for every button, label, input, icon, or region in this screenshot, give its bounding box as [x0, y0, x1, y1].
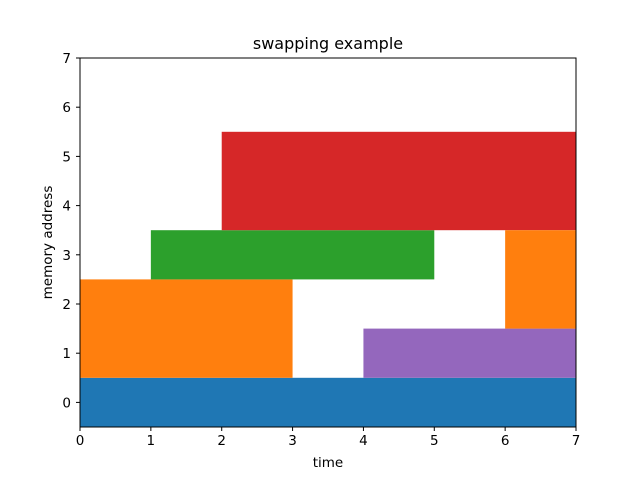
y-tick-label: 3	[62, 248, 71, 264]
memory-block-6	[505, 230, 576, 329]
y-tick-label: 7	[62, 51, 71, 67]
x-tick-label: 4	[359, 433, 368, 449]
y-axis-ticks: 0 1 2 3 4 5 6 7	[62, 51, 80, 411]
x-axis-ticks: 0 1 2 3 4 5 6 7	[76, 427, 581, 449]
x-tick-label: 6	[501, 433, 510, 449]
y-tick-label: 1	[62, 346, 71, 362]
memory-blocks	[80, 131, 576, 427]
y-axis-label: memory address	[40, 186, 56, 300]
y-tick-label: 4	[62, 199, 71, 215]
x-tick-label: 5	[430, 433, 439, 449]
chart-title: swapping example	[253, 34, 403, 53]
plot-frame	[79, 57, 577, 428]
x-axis-label: time	[313, 455, 344, 471]
y-tick-label: 6	[62, 100, 71, 116]
x-tick-label: 2	[217, 433, 226, 449]
x-tick-label: 3	[288, 433, 297, 449]
x-tick-label: 1	[147, 433, 156, 449]
memory-block-5	[363, 328, 576, 378]
y-tick-label: 5	[62, 149, 71, 165]
memory-block-2	[80, 279, 293, 378]
x-tick-label: 0	[76, 433, 85, 449]
x-tick-label: 7	[572, 433, 581, 449]
memory-block-1	[80, 377, 576, 427]
memory-block-3	[150, 230, 435, 280]
y-tick-label: 0	[62, 395, 71, 411]
memory-block-4	[221, 131, 576, 231]
y-tick-label: 2	[62, 297, 71, 313]
